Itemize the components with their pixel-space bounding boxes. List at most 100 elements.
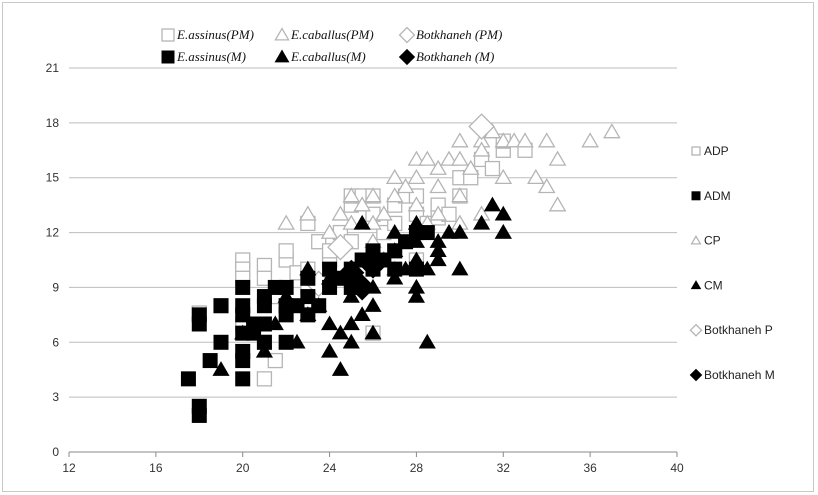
point-cm-8 <box>321 342 339 358</box>
point-cp-44 <box>451 187 469 203</box>
point-cm-10 <box>331 361 349 376</box>
point-botkhaneh-m-1 <box>349 274 376 301</box>
point-adm-4 <box>191 307 207 323</box>
point-cp-22 <box>472 141 491 157</box>
point-cp-26 <box>505 132 523 148</box>
legend-top-marker-4 <box>274 49 290 63</box>
y-tick-21: 21 <box>46 61 60 75</box>
legend-top-label-0: E.assinus(PM) <box>176 27 254 42</box>
point-cp-27 <box>516 132 534 148</box>
point-adm-13 <box>235 298 251 314</box>
point-adm-5 <box>202 353 218 369</box>
point-cm-43 <box>407 288 425 303</box>
point-cm-2 <box>255 342 273 358</box>
point-cm-42 <box>407 214 425 230</box>
legend-top-label-2: Botkhaneh (PM) <box>416 27 502 42</box>
point-cm-36 <box>494 205 512 221</box>
point-cm-7 <box>310 297 328 312</box>
point-cp-14 <box>418 150 437 166</box>
point-cm-15 <box>353 306 371 322</box>
point-cm-1 <box>234 324 252 340</box>
point-cm-4 <box>277 288 295 303</box>
point-cm-38 <box>299 260 317 276</box>
point-cm-13 <box>342 315 360 331</box>
point-adm-14 <box>235 279 251 295</box>
point-adm-6 <box>213 334 229 350</box>
point-cp-5 <box>353 196 371 212</box>
point-cp-34 <box>603 123 621 139</box>
point-cm-19 <box>364 324 382 340</box>
legend-right-label-5: Botkhaneh M <box>704 368 775 382</box>
x-tick-36: 36 <box>583 461 597 475</box>
point-cp-25 <box>494 168 513 185</box>
point-cp-33 <box>581 132 599 148</box>
point-cp-16 <box>429 178 447 194</box>
point-cm-44 <box>429 233 447 248</box>
point-adm-8 <box>235 371 251 387</box>
point-cp-4 <box>342 187 361 203</box>
point-cm-6 <box>299 306 317 322</box>
point-cp-35 <box>407 196 426 212</box>
legend-right-label-1: ADM <box>704 189 731 203</box>
point-cp-10 <box>385 168 404 185</box>
point-cm-23 <box>397 260 415 276</box>
point-adp-4 <box>256 257 273 274</box>
legend-right-label-3: CM <box>704 278 723 292</box>
point-cp-24 <box>494 132 513 148</box>
point-cp-2 <box>320 223 339 239</box>
y-tick-18: 18 <box>46 116 60 130</box>
point-cm-35 <box>483 196 501 212</box>
point-cp-8 <box>375 205 393 221</box>
legend-top-marker-2 <box>398 26 416 44</box>
legend-right-marker-5 <box>689 368 703 382</box>
legend-top-label-4: E.caballus(M) <box>290 49 366 64</box>
point-cp-17 <box>440 150 458 166</box>
legend-top-marker-3 <box>161 50 175 64</box>
point-cm-9 <box>321 315 339 331</box>
x-tick-28: 28 <box>410 461 424 475</box>
point-cm-21 <box>386 269 404 285</box>
point-cp-15 <box>429 159 447 175</box>
point-cm-27 <box>418 260 436 276</box>
x-tick-labels: 12 16 20 24 28 32 36 40 <box>62 461 684 475</box>
point-cm-22 <box>386 242 404 258</box>
point-cm-0 <box>212 361 230 376</box>
point-cp-20 <box>461 159 480 175</box>
point-adp-34 <box>484 160 501 177</box>
point-cp-11 <box>396 178 415 194</box>
point-adm-7 <box>213 298 229 314</box>
y-tick-3: 3 <box>52 390 59 404</box>
point-cp-12 <box>407 150 426 166</box>
point-cm-14 <box>342 288 360 303</box>
legend-top-marker-5 <box>398 48 416 66</box>
point-cp-28 <box>527 168 545 185</box>
x-tick-16: 16 <box>149 461 163 475</box>
y-tick-6: 6 <box>52 335 59 349</box>
point-cm-18 <box>364 297 382 312</box>
legend-right: ADP ADM CP CM Botkhaneh P Botkhaneh M <box>689 144 775 382</box>
point-adm-18 <box>256 298 272 314</box>
point-cp-36 <box>429 205 447 221</box>
x-tick-24: 24 <box>323 461 337 475</box>
point-cm-24 <box>407 233 425 248</box>
x-tick-32: 32 <box>497 461 511 475</box>
point-cp-30 <box>537 178 556 194</box>
legend-right-marker-1 <box>691 191 701 201</box>
point-cp-42 <box>342 214 361 230</box>
legend-right-marker-0 <box>691 146 701 156</box>
point-cm-41 <box>386 224 404 239</box>
legend-top-label-3: E.assinus(M) <box>176 49 246 64</box>
point-cm-31 <box>440 224 458 239</box>
point-adm-0 <box>180 371 196 387</box>
y-tick-15: 15 <box>46 171 60 185</box>
point-cm-37 <box>494 224 512 239</box>
legend-top-marker-0 <box>161 28 175 42</box>
data-points <box>180 113 621 423</box>
point-adm-10 <box>235 343 251 359</box>
legend-top-label-5: Botkhaneh (M) <box>416 49 494 64</box>
point-cp-29 <box>537 132 556 148</box>
point-cp-18 <box>451 132 469 148</box>
x-tick-20: 20 <box>236 461 250 475</box>
x-tick-12: 12 <box>62 461 76 475</box>
